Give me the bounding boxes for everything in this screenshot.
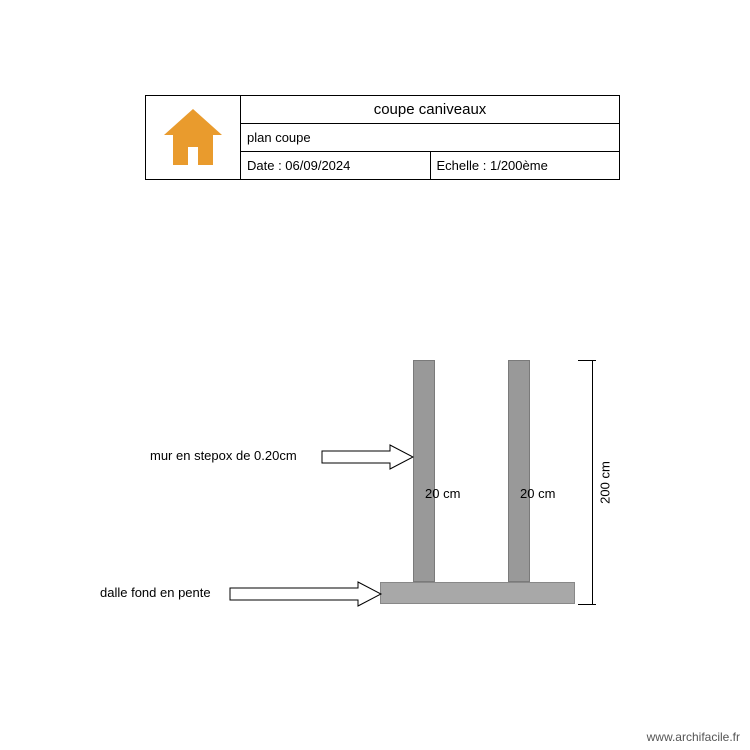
wall-arrow-icon <box>320 443 415 471</box>
wall-label: mur en stepox de 0.20cm <box>150 448 297 463</box>
dim-wall-2: 20 cm <box>520 486 555 501</box>
dim-height-tick-top <box>578 360 596 361</box>
slab <box>380 582 575 604</box>
slab-label: dalle fond en pente <box>100 585 211 600</box>
dim-height-tick-bottom <box>578 604 596 605</box>
dim-height-line <box>592 360 593 604</box>
wall-right <box>508 360 530 582</box>
footer-url: www.archifacile.fr <box>647 730 740 744</box>
diagram-canvas: 200 cm 20 cm 20 cm mur en stepox de 0.20… <box>0 0 750 750</box>
wall-left <box>413 360 435 582</box>
dim-height-label: 200 cm <box>598 458 613 508</box>
slab-arrow-icon <box>228 580 383 608</box>
dim-wall-1: 20 cm <box>425 486 460 501</box>
